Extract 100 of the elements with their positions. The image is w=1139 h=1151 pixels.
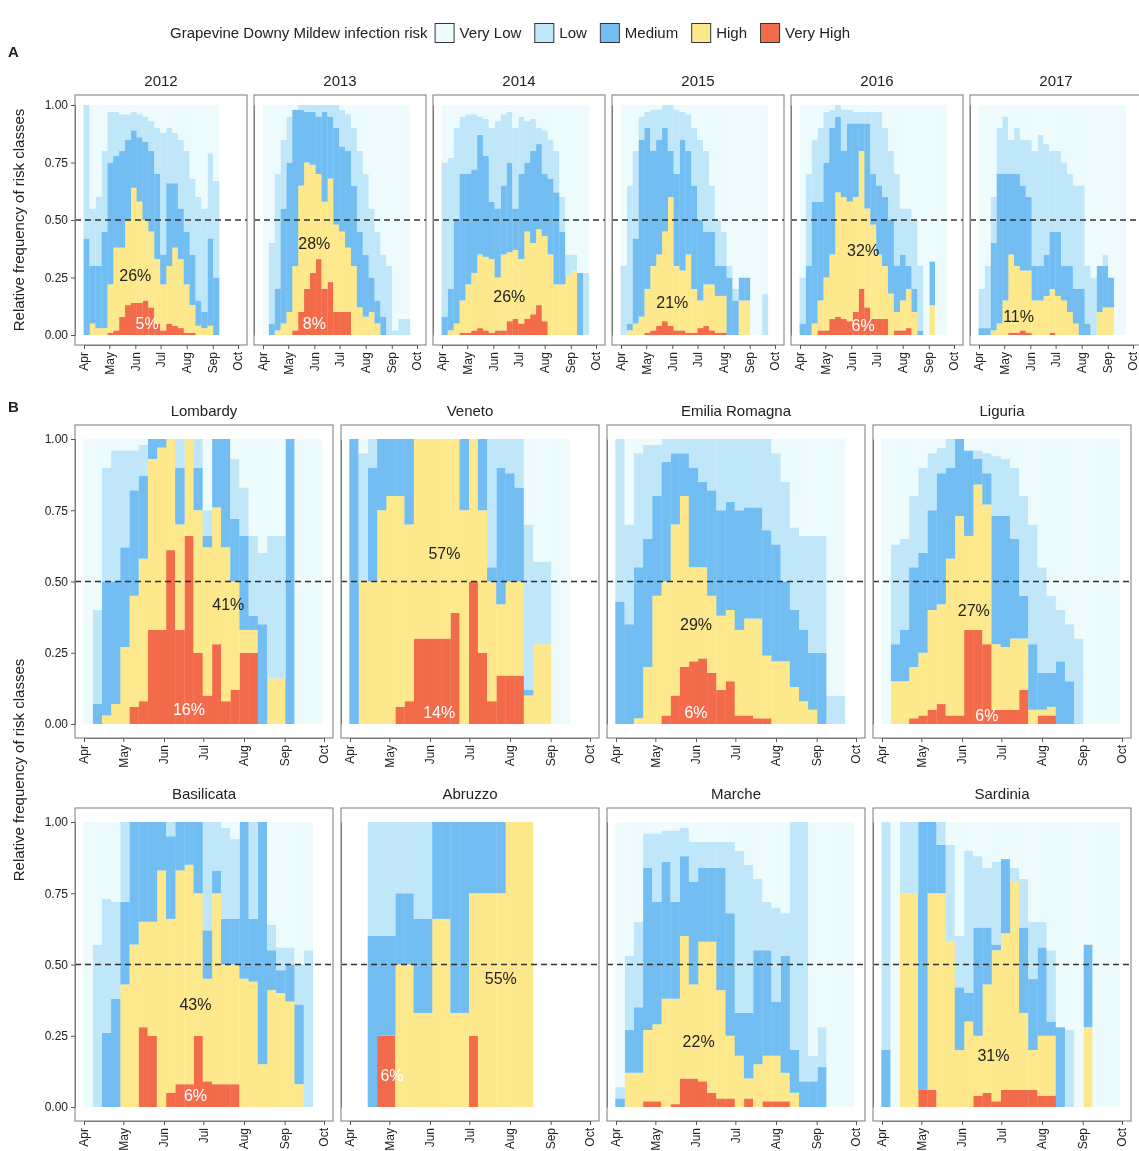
x-tick-label: Jul	[153, 352, 168, 368]
annotation: 11%	[1003, 308, 1034, 326]
x-tick-label: Oct	[768, 351, 783, 371]
x-tick-label: Jul	[196, 1128, 211, 1144]
x-tick-label: Apr	[609, 745, 624, 764]
y-tick-label: 1.00	[44, 98, 69, 113]
x-tick-label: Jun	[955, 745, 970, 765]
x-tick-label: Aug	[180, 352, 195, 374]
y-tick-label: 0.50	[44, 957, 69, 972]
chart-title: 2015	[681, 72, 715, 89]
x-tick-label: Jul	[869, 352, 884, 368]
legend-label: Very Low	[459, 24, 522, 41]
x-tick-label: Sep	[206, 351, 221, 374]
x-tick-label: Jun	[157, 1128, 172, 1148]
x-tick-label: May	[639, 352, 654, 375]
y-tick-label: 0.75	[44, 503, 69, 518]
x-tick-label: Oct	[1126, 351, 1139, 371]
x-tick-label: Aug	[1035, 1128, 1050, 1150]
x-tick-label: May	[648, 1128, 663, 1151]
legend-title: Grapevine Downy Mildew infection risk	[170, 24, 429, 41]
x-tick-label: Sep	[278, 1127, 292, 1150]
x-tick-label: Oct	[317, 744, 332, 764]
x-tick-label: Apr	[435, 352, 450, 371]
x-tick-label: Jul	[511, 352, 526, 368]
x-tick-label: May	[116, 1128, 131, 1151]
x-tick-label: Oct	[583, 1127, 598, 1147]
x-tick-label: May	[648, 745, 663, 768]
x-tick-label: Sep	[1101, 351, 1116, 374]
x-tick-label: Jul	[994, 745, 1009, 761]
legend-label: Very High	[785, 24, 851, 41]
x-tick-label: May	[382, 745, 397, 768]
x-tick-label: Sep	[1076, 744, 1090, 767]
x-tick-label: Aug	[359, 352, 374, 374]
x-tick-label: Aug	[237, 745, 252, 767]
x-tick-label: Jun	[955, 1128, 970, 1148]
x-tick-label: Sep	[564, 351, 579, 374]
x-tick-label: Jun	[423, 745, 438, 765]
x-tick-label: Apr	[614, 352, 629, 371]
x-tick-label: May	[382, 1128, 397, 1151]
chart-title: Sardinia	[974, 785, 1031, 802]
x-tick-label: Oct	[849, 744, 864, 764]
annotation: 31%	[977, 1047, 1010, 1065]
annotation: 6%	[975, 707, 999, 725]
x-tick-label: Apr	[793, 352, 808, 371]
chart-title: Basilicata	[171, 785, 237, 802]
x-tick-label: Aug	[503, 1128, 518, 1150]
y-tick-label: 0.25	[44, 646, 69, 661]
y-tick-label: 0.00	[44, 717, 69, 732]
x-tick-label: Aug	[717, 352, 732, 374]
x-tick-label: Apr	[77, 352, 92, 371]
x-tick-label: May	[914, 745, 929, 768]
x-tick-label: Jul	[462, 745, 477, 761]
x-tick-label: Oct	[317, 1127, 332, 1147]
x-tick-label: Oct	[1115, 744, 1130, 764]
y-tick-label: 0.50	[44, 213, 69, 228]
x-tick-label: Jun	[844, 352, 859, 372]
x-tick-label: Jun	[665, 352, 680, 372]
annotation: 22%	[682, 1033, 715, 1051]
x-tick-label: Aug	[1075, 352, 1090, 374]
x-tick-label: Jun	[689, 745, 704, 765]
chart-title: Liguria	[979, 402, 1026, 419]
x-tick-label: Jun	[1023, 352, 1038, 372]
y-axis-title: Relative frequency of risk classes	[10, 658, 27, 882]
annotation: 21%	[656, 294, 689, 312]
chart-title: Lombardy	[170, 402, 238, 419]
x-tick-label: Aug	[896, 352, 911, 374]
annotation: 6%	[684, 704, 708, 722]
chart-title: Emilia Romagna	[680, 402, 792, 419]
annotation: 6%	[851, 317, 875, 335]
x-tick-label: Aug	[1035, 745, 1050, 767]
y-tick-label: 1.00	[44, 432, 69, 447]
x-tick-label: Jul	[462, 1128, 477, 1144]
x-tick-label: Jul	[196, 745, 211, 761]
x-tick-label: Jul	[690, 352, 705, 368]
x-tick-label: Apr	[609, 1128, 624, 1147]
y-tick-label: 0.25	[44, 1029, 69, 1044]
chart-title: 2017	[1039, 72, 1073, 89]
x-tick-label: May	[102, 352, 117, 375]
annotation: 26%	[119, 266, 152, 284]
x-tick-label: Aug	[538, 352, 553, 374]
y-tick-label: 0.00	[44, 1100, 69, 1115]
annotation: 8%	[302, 315, 326, 333]
text: B	[8, 398, 19, 415]
y-tick-label: 0.50	[44, 574, 69, 589]
x-tick-label: Sep	[810, 744, 824, 767]
x-tick-label: May	[914, 1128, 929, 1151]
text: A	[8, 43, 19, 60]
x-tick-label: Apr	[875, 1128, 890, 1147]
annotation: 57%	[428, 544, 461, 562]
x-tick-label: Aug	[769, 745, 784, 767]
annotation: 55%	[484, 970, 517, 988]
x-tick-label: Jun	[128, 352, 143, 372]
x-tick-label: Apr	[77, 745, 92, 764]
x-tick-label: May	[997, 352, 1012, 375]
y-tick-label: 0.75	[44, 886, 69, 901]
chart-title: Abruzzo	[442, 785, 498, 802]
x-tick-label: Aug	[237, 1128, 252, 1150]
legend-label: Low	[559, 24, 587, 41]
chart-title: 2016	[860, 72, 894, 89]
x-tick-label: Oct	[589, 351, 604, 371]
